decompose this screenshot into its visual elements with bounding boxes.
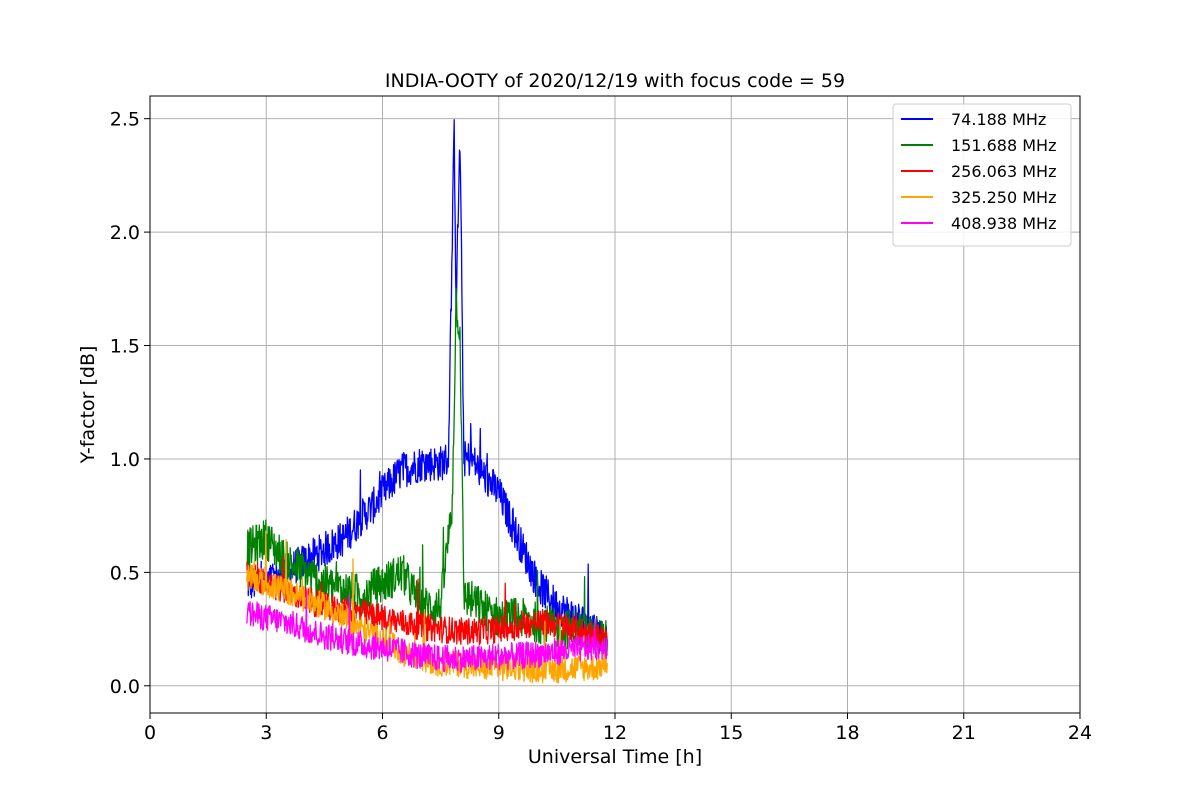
x-tick-label: 24: [1068, 722, 1092, 744]
x-tick-label: 3: [260, 722, 272, 744]
legend: 74.188 MHz 151.688 MHz 256.063 MHz 325.250 …: [892, 103, 1072, 247]
axis-ticks: 0 3 6 9 12 15 18 21 24 0.0 0.5 1.0 1.5 2.0 2.5: [110, 109, 1092, 744]
y-axis-label: Y-factor [dB]: [77, 346, 99, 465]
x-tick-label: 21: [952, 722, 976, 744]
x-tick-label: 9: [493, 722, 505, 744]
legend-label: 408.938 MHz: [951, 214, 1056, 233]
x-tick-label: 12: [603, 722, 627, 744]
y-tick-label: 2.0: [110, 222, 140, 244]
legend-label: 256.063 MHz: [951, 162, 1056, 181]
y-tick-label: 1.0: [110, 449, 140, 471]
y-tick-label: 1.5: [110, 336, 140, 358]
series-line-4: [246, 589, 608, 673]
x-axis-label: Universal Time [h]: [528, 746, 702, 768]
legend-box: [892, 103, 1072, 247]
y-tick-label: 0.0: [110, 676, 140, 698]
x-tick-label: 0: [144, 722, 156, 744]
series-lines: [246, 119, 608, 684]
legend-label: 325.250 MHz: [951, 188, 1056, 207]
x-tick-label: 6: [376, 722, 388, 744]
x-tick-label: 18: [835, 722, 859, 744]
legend-label: 151.688 MHz: [951, 136, 1056, 155]
legend-label: 74.188 MHz: [951, 110, 1046, 129]
x-tick-label: 15: [719, 722, 743, 744]
y-tick-label: 0.5: [110, 562, 140, 584]
chart-title: INDIA-OOTY of 2020/12/19 with focus code…: [385, 70, 845, 92]
y-tick-label: 2.5: [110, 109, 140, 131]
